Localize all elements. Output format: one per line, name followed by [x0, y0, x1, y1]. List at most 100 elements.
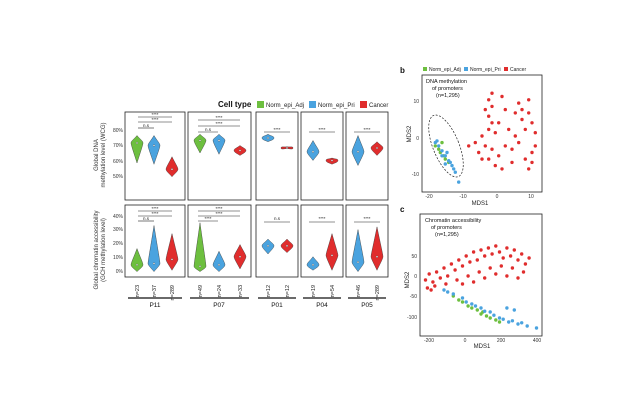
n-label-p07-norm_epi_pri: n=24 [217, 285, 223, 297]
top-violin-p04-norm_epi_pri [306, 140, 320, 161]
top-median-p05-cancer [375, 146, 379, 150]
frame-bot-p04 [300, 204, 344, 278]
c-point-norm_epi_pri-14 [501, 317, 505, 321]
b-point-norm_epi_pri-11 [453, 170, 457, 174]
c-point-cancer-0 [423, 278, 428, 282]
b-point-cancer-29 [530, 150, 534, 155]
panel-b-y-ticks: 10 0 -10 [412, 99, 419, 178]
c-point-norm_epi_adj-4 [488, 316, 492, 320]
violins-bottom [130, 222, 384, 273]
top-y-ticks: 80% 70% 60% 50% [113, 128, 124, 180]
panel-b-x-ticks: -20 -10 0 10 [425, 194, 534, 200]
sig-top-p11-a: **** [151, 112, 158, 117]
c-point-cancer-5 [442, 266, 446, 270]
c-point-norm_epi_adj-1 [460, 300, 465, 304]
c-point-cancer-26 [520, 252, 524, 256]
n-label-p01-norm_epi_pri: n=12 [266, 285, 272, 297]
b-point-cancer-8 [503, 107, 507, 112]
group-label-p04: P04 [316, 302, 328, 309]
bottom-ylabel-line1: Global chromatin accessibility [94, 210, 100, 289]
c-ytick-neg100: -100 [407, 315, 417, 321]
ns-top-p07: n.s [205, 127, 212, 132]
group-labels: P11 P07 P01 P04 P05 [149, 302, 373, 309]
frame-top-p07 [187, 111, 252, 201]
b-point-norm_epi_pri-5 [450, 163, 454, 168]
b-point-cancer-22 [490, 147, 494, 151]
b-ytick-10: 10 [413, 99, 419, 105]
c-point-cancer-10 [460, 264, 465, 268]
n-label-p11-norm_epi_pri: n=37 [152, 285, 158, 297]
c-point-norm_epi_pri-19 [512, 308, 516, 312]
panel-c-y-ticks: 50 0 -50 -100 [407, 254, 417, 321]
c-point-cancer-44 [505, 274, 509, 278]
c-point-cancer-45 [516, 276, 520, 280]
panel-c-title-1: Chromatin accessibility [425, 218, 481, 224]
b-point-cancer-34 [510, 160, 514, 165]
b-point-norm_epi_pri-12 [443, 162, 447, 166]
c-point-norm_epi_adj-10 [466, 304, 470, 308]
legend-label-pri: Norm_epi_Pri [318, 103, 355, 109]
b-xtick-neg10: -10 [459, 194, 466, 200]
b-point-cancer-40 [527, 98, 531, 102]
sig-top-p05: **** [363, 127, 370, 132]
sig-bot-p07-c: **** [204, 216, 211, 221]
c-point-cancer-14 [475, 258, 479, 262]
panel-c-title-2: of promoters [431, 225, 462, 231]
c-ylabel: MDS2 [405, 271, 411, 288]
b-point-cancer-31 [487, 157, 491, 161]
b-point-norm_epi_pri-8 [440, 154, 444, 158]
legend-swatch-adj [257, 101, 264, 108]
top-median-p01-norm_epi_pri [266, 136, 270, 140]
b-xtick-0: 0 [496, 194, 499, 200]
top-median-p11-norm_epi_adj [135, 141, 139, 145]
c-xtick-200: 200 [497, 338, 506, 344]
b-point-norm_epi_pri-3 [443, 154, 447, 158]
bottom-tick-40: 40% [113, 214, 124, 220]
b-legend-label-pri: Norm_epi_Pri [470, 67, 501, 73]
bottom-violin-p11-norm_epi_pri [147, 225, 161, 272]
b-xtick-10: 10 [528, 194, 534, 200]
top-median-p01-cancer [285, 146, 289, 150]
sig-top-p01: **** [273, 127, 280, 132]
bottom-median-p04-cancer [330, 254, 334, 257]
n-label-p11-norm_epi_adj: n=23 [135, 285, 141, 297]
b-point-norm_epi_pri-9 [445, 150, 449, 155]
b-point-cancer-33 [500, 167, 504, 171]
top-median-p07-norm_epi_pri [217, 139, 221, 142]
c-point-norm_epi_pri-3 [470, 302, 474, 306]
top-median-p07-norm_epi_adj [198, 139, 202, 142]
top-violin-p05-norm_epi_pri [351, 134, 365, 166]
top-median-p05-norm_epi_pri [356, 150, 360, 153]
top-median-p07-cancer [238, 149, 242, 152]
sig-bot-p04: **** [318, 216, 325, 221]
n-label-p11-cancer: n=289 [170, 285, 176, 300]
b-point-norm_epi_adj-0 [433, 144, 437, 148]
b-dashed-ellipse [428, 114, 464, 178]
c-point-norm_epi_adj-9 [494, 318, 498, 322]
group-label-p01: P01 [271, 302, 283, 309]
top-ylabel-line1: Global DNA [94, 139, 100, 171]
c-point-norm_epi_adj-5 [497, 320, 502, 324]
b-point-cancer-17 [480, 134, 484, 138]
sig-bot-p07-a: **** [215, 206, 222, 211]
c-point-cancer-30 [444, 282, 448, 286]
c-point-norm_epi_pri-10 [464, 300, 468, 304]
b-point-norm_epi_pri-13 [457, 180, 461, 184]
n-label-p05-norm_epi_pri: n=46 [356, 285, 362, 297]
c-point-cancer-37 [521, 270, 526, 274]
c-point-cancer-17 [486, 246, 491, 250]
c-point-cancer-32 [466, 274, 470, 278]
c-point-cancer-7 [449, 262, 454, 266]
c-point-norm_epi_pri-16 [520, 321, 524, 325]
c-ytick-neg50: -50 [410, 294, 417, 300]
b-point-cancer-5 [487, 127, 491, 132]
c-point-cancer-3 [434, 270, 439, 274]
c-point-cancer-25 [516, 258, 520, 262]
n-label-p01-cancer: n=12 [285, 285, 291, 297]
bottom-median-p07-norm_epi_adj [198, 265, 202, 268]
c-point-norm_epi_pri-20 [446, 290, 450, 294]
panel-c-title-3: (n=1,295) [435, 232, 459, 238]
sig-top-p07-a: **** [215, 115, 222, 120]
bottom-median-p11-cancer [170, 258, 174, 261]
